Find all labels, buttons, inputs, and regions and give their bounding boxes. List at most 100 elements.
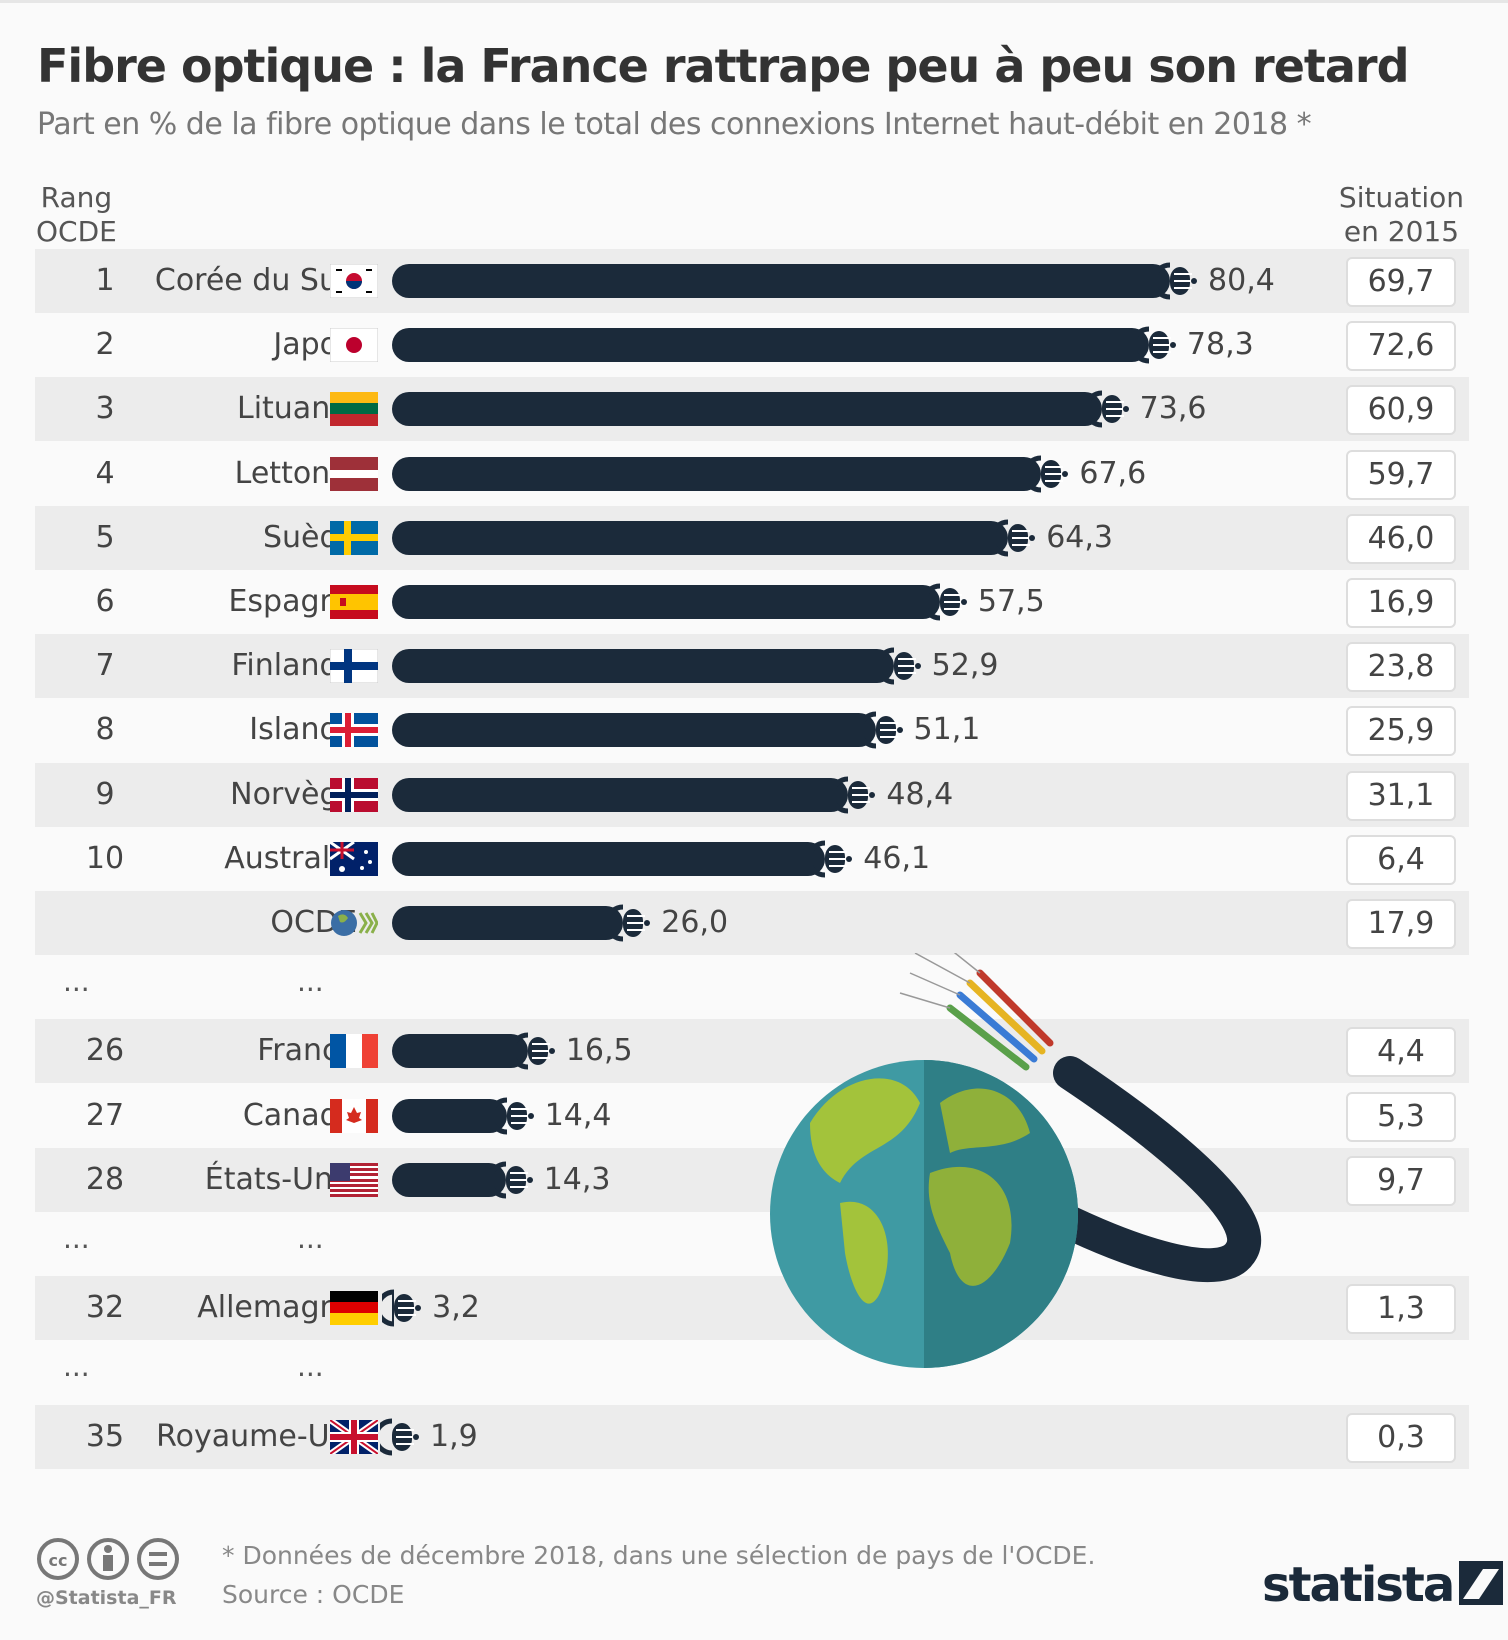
value-label: 3,2: [432, 1290, 480, 1325]
value-label: 57,5: [977, 584, 1045, 619]
bar-row: 35 Royaume-Uni 1,9 0,3: [35, 1405, 1469, 1469]
bar-row: 7 Finlande 52,9 23,8: [35, 634, 1469, 698]
bar-row: 3 Lituanie 73,6 60,9: [35, 377, 1469, 441]
bar-row: 2 Japon 78,3 72,6: [35, 313, 1469, 377]
rank: 8: [95, 712, 115, 747]
country-ellipsis: ...: [297, 1350, 324, 1383]
flag-es-icon: [330, 585, 378, 619]
bar-row: 5 Suède 64,3 46,0: [35, 506, 1469, 570]
value-label: 73,6: [1139, 391, 1207, 426]
value-2015: 72,6: [1346, 321, 1456, 371]
rank-header: Rang OCDE: [36, 181, 117, 249]
flag-fr-icon: [330, 1034, 378, 1068]
flag-no-icon: [330, 778, 378, 812]
flag-is-icon: [330, 713, 378, 747]
bar-row: 1 Corée du Sud 80,4 69,7: [35, 249, 1469, 313]
value-2015: 25,9: [1346, 706, 1456, 756]
svg-text:cc: cc: [49, 1551, 68, 1570]
bar: [392, 906, 624, 940]
value-label: 48,4: [886, 777, 954, 812]
value-2015: 31,1: [1346, 771, 1456, 821]
value-2015: 6,4: [1346, 835, 1456, 885]
flag-au-icon: [330, 842, 378, 876]
flag-gb-icon: [330, 1420, 378, 1454]
bar-row: 9 Norvège 48,4 31,1: [35, 763, 1469, 827]
bar: [392, 778, 849, 812]
rank: 28: [85, 1162, 125, 1197]
value-2015: 60,9: [1346, 385, 1456, 435]
flag-jp-icon: [330, 328, 378, 362]
flag-fi-icon: [330, 649, 378, 683]
flag-oecd-icon: [331, 910, 378, 936]
country-name: Royaume-Uni: [156, 1419, 357, 1454]
bar-row: 32 Allemagne 3,2 1,3: [35, 1276, 1469, 1340]
rank-ellipsis: ...: [63, 965, 90, 998]
rank-header-line2: OCDE: [36, 215, 117, 248]
value-2015: 23,8: [1346, 642, 1456, 692]
value-2015: 0,3: [1346, 1413, 1456, 1463]
rank-header-line1: Rang: [40, 181, 113, 214]
bar-row: 6 Espagne 57,5 16,9: [35, 570, 1469, 634]
flag-kr-icon: [330, 264, 378, 298]
bar-row: 4 Lettonie 67,6 59,7: [35, 442, 1469, 506]
value-2015: 16,9: [1346, 578, 1456, 628]
rank: 35: [85, 1419, 125, 1454]
globe-cable-illustration: [770, 953, 1262, 1368]
value-2015: 1,3: [1346, 1284, 1456, 1334]
bar: [392, 521, 1009, 555]
bar: [392, 1291, 395, 1325]
ellipsis-row: ......: [35, 1212, 1469, 1276]
flag-lv-icon: [330, 457, 378, 491]
bar: [392, 328, 1149, 362]
bar-row: 26 France 16,5 4,4: [35, 1019, 1469, 1083]
country-name: Corée du Sud: [154, 263, 357, 298]
value-2015: 69,7: [1346, 257, 1456, 307]
bar: [392, 585, 940, 619]
rank: 3: [95, 391, 115, 426]
country-ellipsis: ...: [297, 965, 324, 998]
subtitle: Part en % de la fibre optique dans le to…: [37, 107, 1312, 142]
bar: [392, 1099, 507, 1133]
bar-row: OCDE 26,0 17,9: [35, 891, 1469, 955]
rank: 9: [95, 777, 115, 812]
rank: 26: [85, 1033, 125, 1068]
bar-row: 27 Canada 14,4 5,3: [35, 1084, 1469, 1148]
flag-de-icon: [330, 1291, 378, 1325]
bar: [392, 1034, 528, 1068]
ellipsis-row: ......: [35, 1340, 1469, 1404]
flag-ca-icon: [330, 1099, 378, 1133]
value-label: 14,4: [544, 1098, 612, 1133]
social-handle: @Statista_FR: [36, 1587, 177, 1609]
statista-logo-text: statista: [1262, 1557, 1455, 1613]
page-title: Fibre optique : la France rattrape peu à…: [37, 39, 1410, 93]
value-label: 80,4: [1208, 263, 1275, 298]
rank: 7: [95, 648, 115, 683]
bar: [392, 713, 876, 747]
bar: [392, 649, 894, 683]
value-label: 26,0: [661, 905, 729, 940]
value-2015: 17,9: [1346, 899, 1456, 949]
statista-logo[interactable]: statista: [1262, 1557, 1504, 1613]
statista-logo-icon: [1459, 1561, 1504, 1605]
source: Source : OCDE: [222, 1580, 405, 1609]
2015-header-line2: en 2015: [1343, 215, 1460, 248]
rank: 32: [85, 1290, 125, 1325]
rank-ellipsis: ...: [63, 1222, 90, 1255]
creative-commons-icons: cc: [37, 1538, 179, 1580]
value-label: 52,9: [931, 648, 999, 683]
ellipsis-row: ......: [35, 955, 1469, 1019]
2015-header-line1: Situation: [1338, 181, 1464, 214]
footnote: * Données de décembre 2018, dans une sél…: [222, 1541, 1096, 1570]
2015-header: Situation en 2015: [1339, 181, 1464, 249]
rank: 1: [95, 263, 115, 298]
bar: [392, 457, 1042, 491]
rank: 5: [95, 520, 115, 555]
value-2015: 9,7: [1346, 1156, 1456, 1206]
value-label: 67,6: [1079, 456, 1147, 491]
bar: [392, 1163, 506, 1197]
value-label: 64,3: [1046, 520, 1113, 555]
value-label: 78,3: [1186, 327, 1254, 362]
bar-row: 10 Australie 46,1 6,4: [35, 827, 1469, 891]
value-label: 46,1: [863, 841, 931, 876]
